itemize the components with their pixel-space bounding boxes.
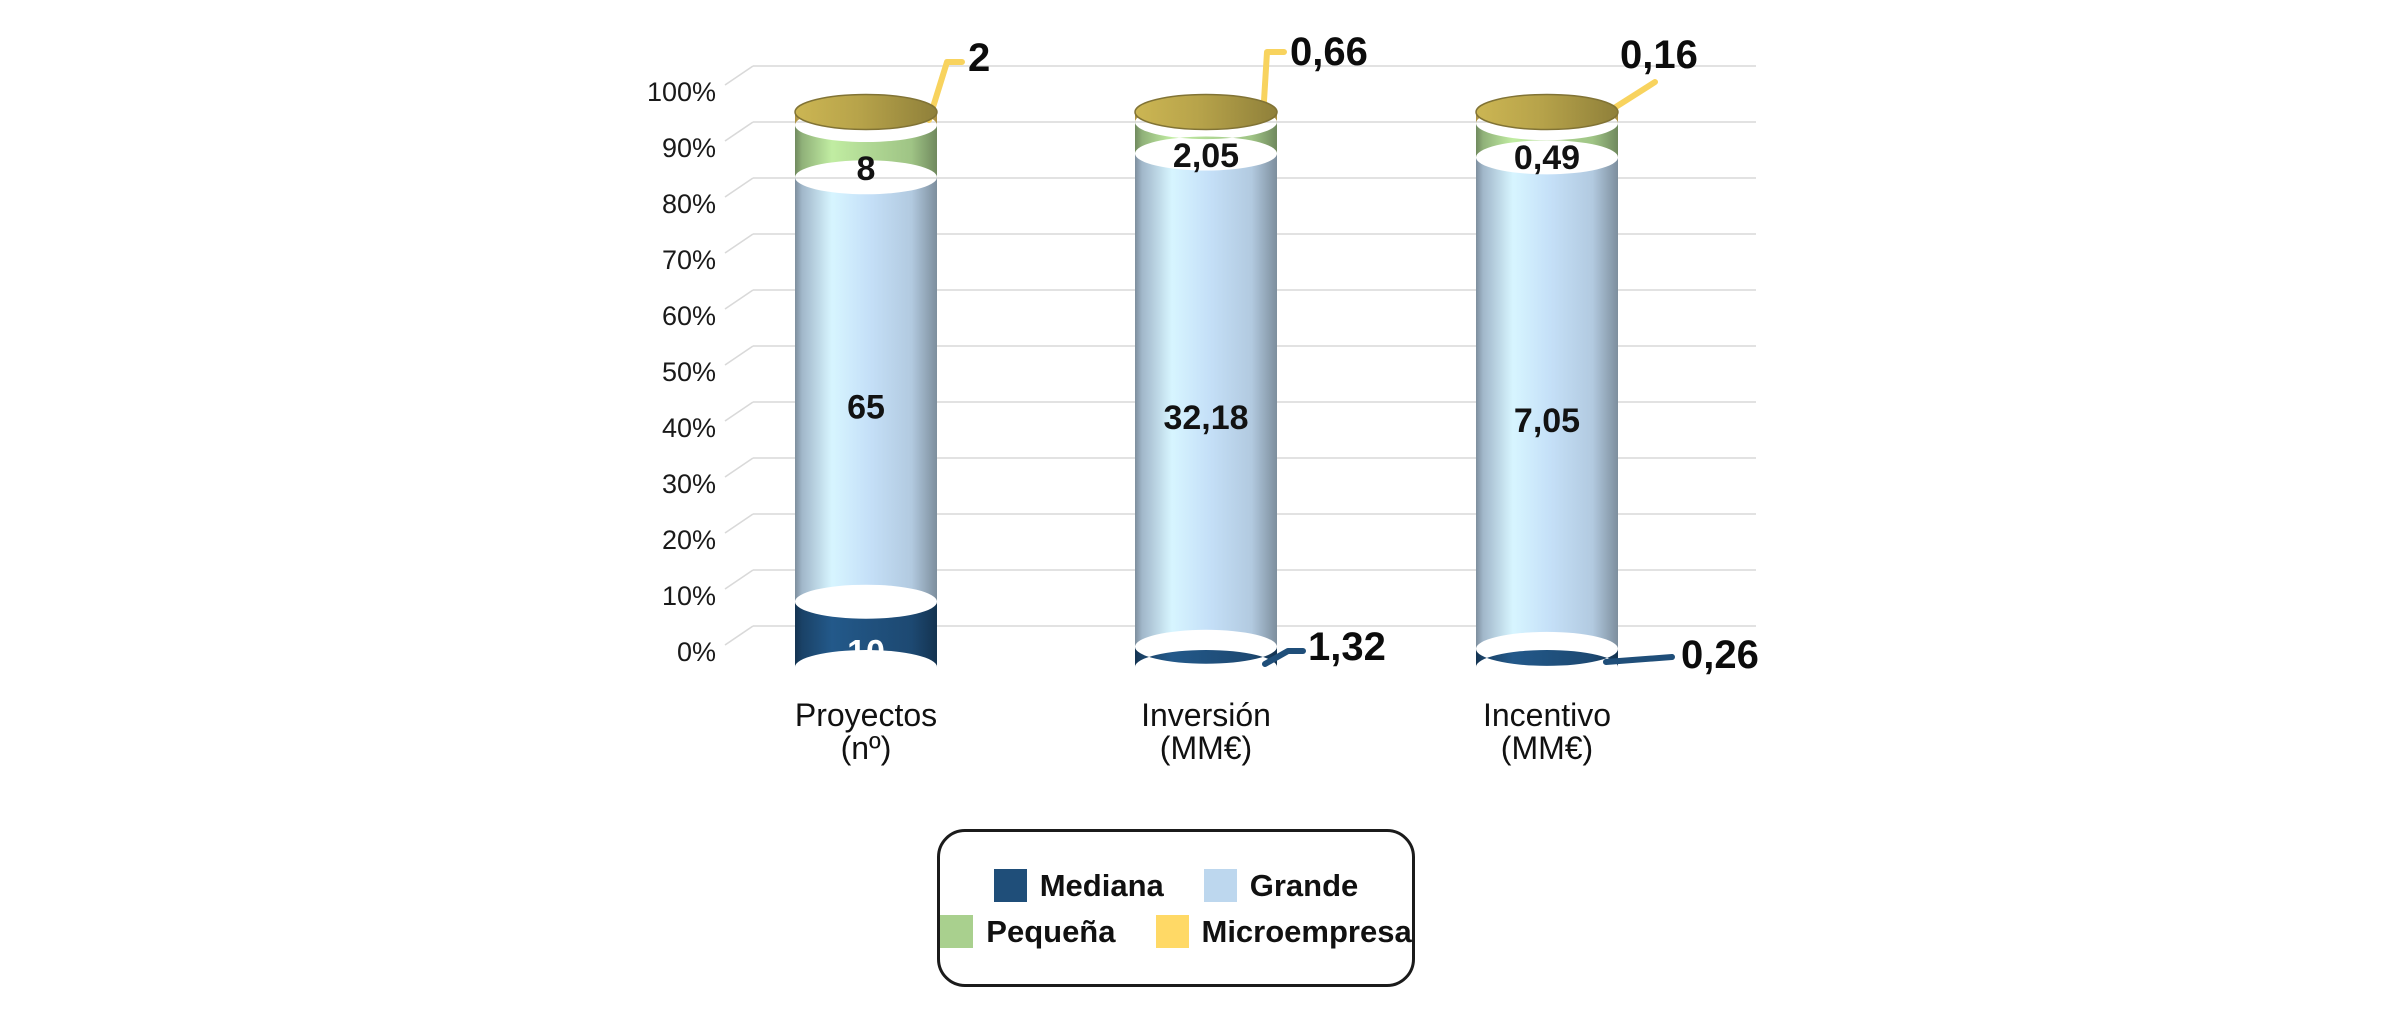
legend-swatch-grande <box>1203 868 1237 902</box>
data-label-callout-microempresa-2: 0,16 <box>1620 33 1698 77</box>
y-axis-tick-label: 10% <box>662 581 716 611</box>
y-axis-tick-label: 70% <box>662 245 716 275</box>
data-label: 65 <box>847 389 885 427</box>
callout-line-microempresa-1 <box>1260 49 1287 120</box>
legend-row-2: Pequeña Microempresa <box>940 913 1412 949</box>
cylinder-top-cap-1 <box>1134 93 1278 131</box>
data-label: 7,05 <box>1514 402 1580 440</box>
legend-row-1: Mediana Grande <box>993 867 1359 903</box>
y-axis-tick-label: 30% <box>662 469 716 499</box>
bar-segment-grande-1 <box>1135 153 1277 647</box>
gridline-depth-tick <box>724 625 754 646</box>
legend-label-grande: Grande <box>1249 867 1359 903</box>
legend-item-microempresa: Microempresa <box>1155 913 1412 949</box>
gridline-depth-tick <box>724 289 754 310</box>
cylinder-top-cap-0 <box>794 93 938 131</box>
callout-line-microempresa-0 <box>926 59 965 123</box>
y-axis-tick-label: 20% <box>662 525 716 555</box>
data-label: 0,49 <box>1514 139 1580 177</box>
legend-item-grande: Grande <box>1203 867 1359 903</box>
bar-segment-pequeña-1 <box>1135 122 1277 154</box>
y-axis-tick-label: 80% <box>662 189 716 219</box>
legend-swatch-pequena <box>940 914 974 948</box>
data-label: 2,05 <box>1173 137 1239 175</box>
legend-item-pequena: Pequeña <box>940 913 1116 949</box>
data-label-callout-mediana-1: 1,32 <box>1308 625 1386 669</box>
legend-swatch-mediana <box>993 868 1027 902</box>
bar-segment-pequeña-0 <box>795 125 937 178</box>
data-label: 8 <box>857 150 876 188</box>
data-label: 10 <box>847 633 885 671</box>
y-axis-tick-label: 90% <box>662 133 716 163</box>
bar-segment-mediana-0 <box>795 601 937 667</box>
gridline-depth-tick <box>724 457 754 478</box>
y-axis-tick-label: 100% <box>647 77 716 107</box>
bar-segment-pequeña-2 <box>1476 123 1618 158</box>
gridline-depth-tick <box>724 345 754 366</box>
legend-swatch-microempresa <box>1155 914 1189 948</box>
legend-label-microempresa: Microempresa <box>1201 913 1412 949</box>
y-axis-tick-label: 50% <box>662 357 716 387</box>
legend-label-mediana: Mediana <box>1039 867 1164 903</box>
category-label-1: Inversión (MM€) <box>1141 697 1271 766</box>
gridline-depth-tick <box>724 233 754 254</box>
legend-label-pequena: Pequeña <box>986 913 1116 949</box>
y-axis-tick-label: 60% <box>662 301 716 331</box>
data-label-callout-mediana-2: 0,26 <box>1681 633 1759 677</box>
category-label-0: Proyectos (nº) <box>795 697 937 766</box>
y-axis-tick-label: 0% <box>677 637 716 667</box>
gridline-depth-tick <box>724 569 754 590</box>
gridline-depth-tick <box>724 65 754 86</box>
cylinder-top-cap-2 <box>1475 93 1619 131</box>
bar-segment-grande-2 <box>1476 157 1618 649</box>
gridline-depth-tick <box>724 177 754 198</box>
bar-segment-mediana-2 <box>1476 648 1618 667</box>
data-label-callout-microempresa-1: 0,66 <box>1290 30 1368 74</box>
data-label-callout-microempresa-0: 2 <box>968 36 990 80</box>
y-axis-tick-label: 40% <box>662 413 716 443</box>
gridline-depth-tick <box>724 513 754 534</box>
callout-line-mediana-1 <box>1262 648 1306 667</box>
data-label: 32,18 <box>1163 399 1248 437</box>
category-label-2: Incentivo (MM€) <box>1483 697 1611 766</box>
gridline-depth-tick <box>724 401 754 422</box>
gridline-depth-tick <box>724 121 754 142</box>
legend-item-mediana: Mediana <box>993 867 1164 903</box>
callout-line-mediana-2 <box>1603 654 1675 665</box>
legend: Mediana Grande Pequeña Microempresa <box>937 829 1415 987</box>
bar-segment-grande-0 <box>795 177 937 602</box>
bar-segment-mediana-1 <box>1135 646 1277 667</box>
